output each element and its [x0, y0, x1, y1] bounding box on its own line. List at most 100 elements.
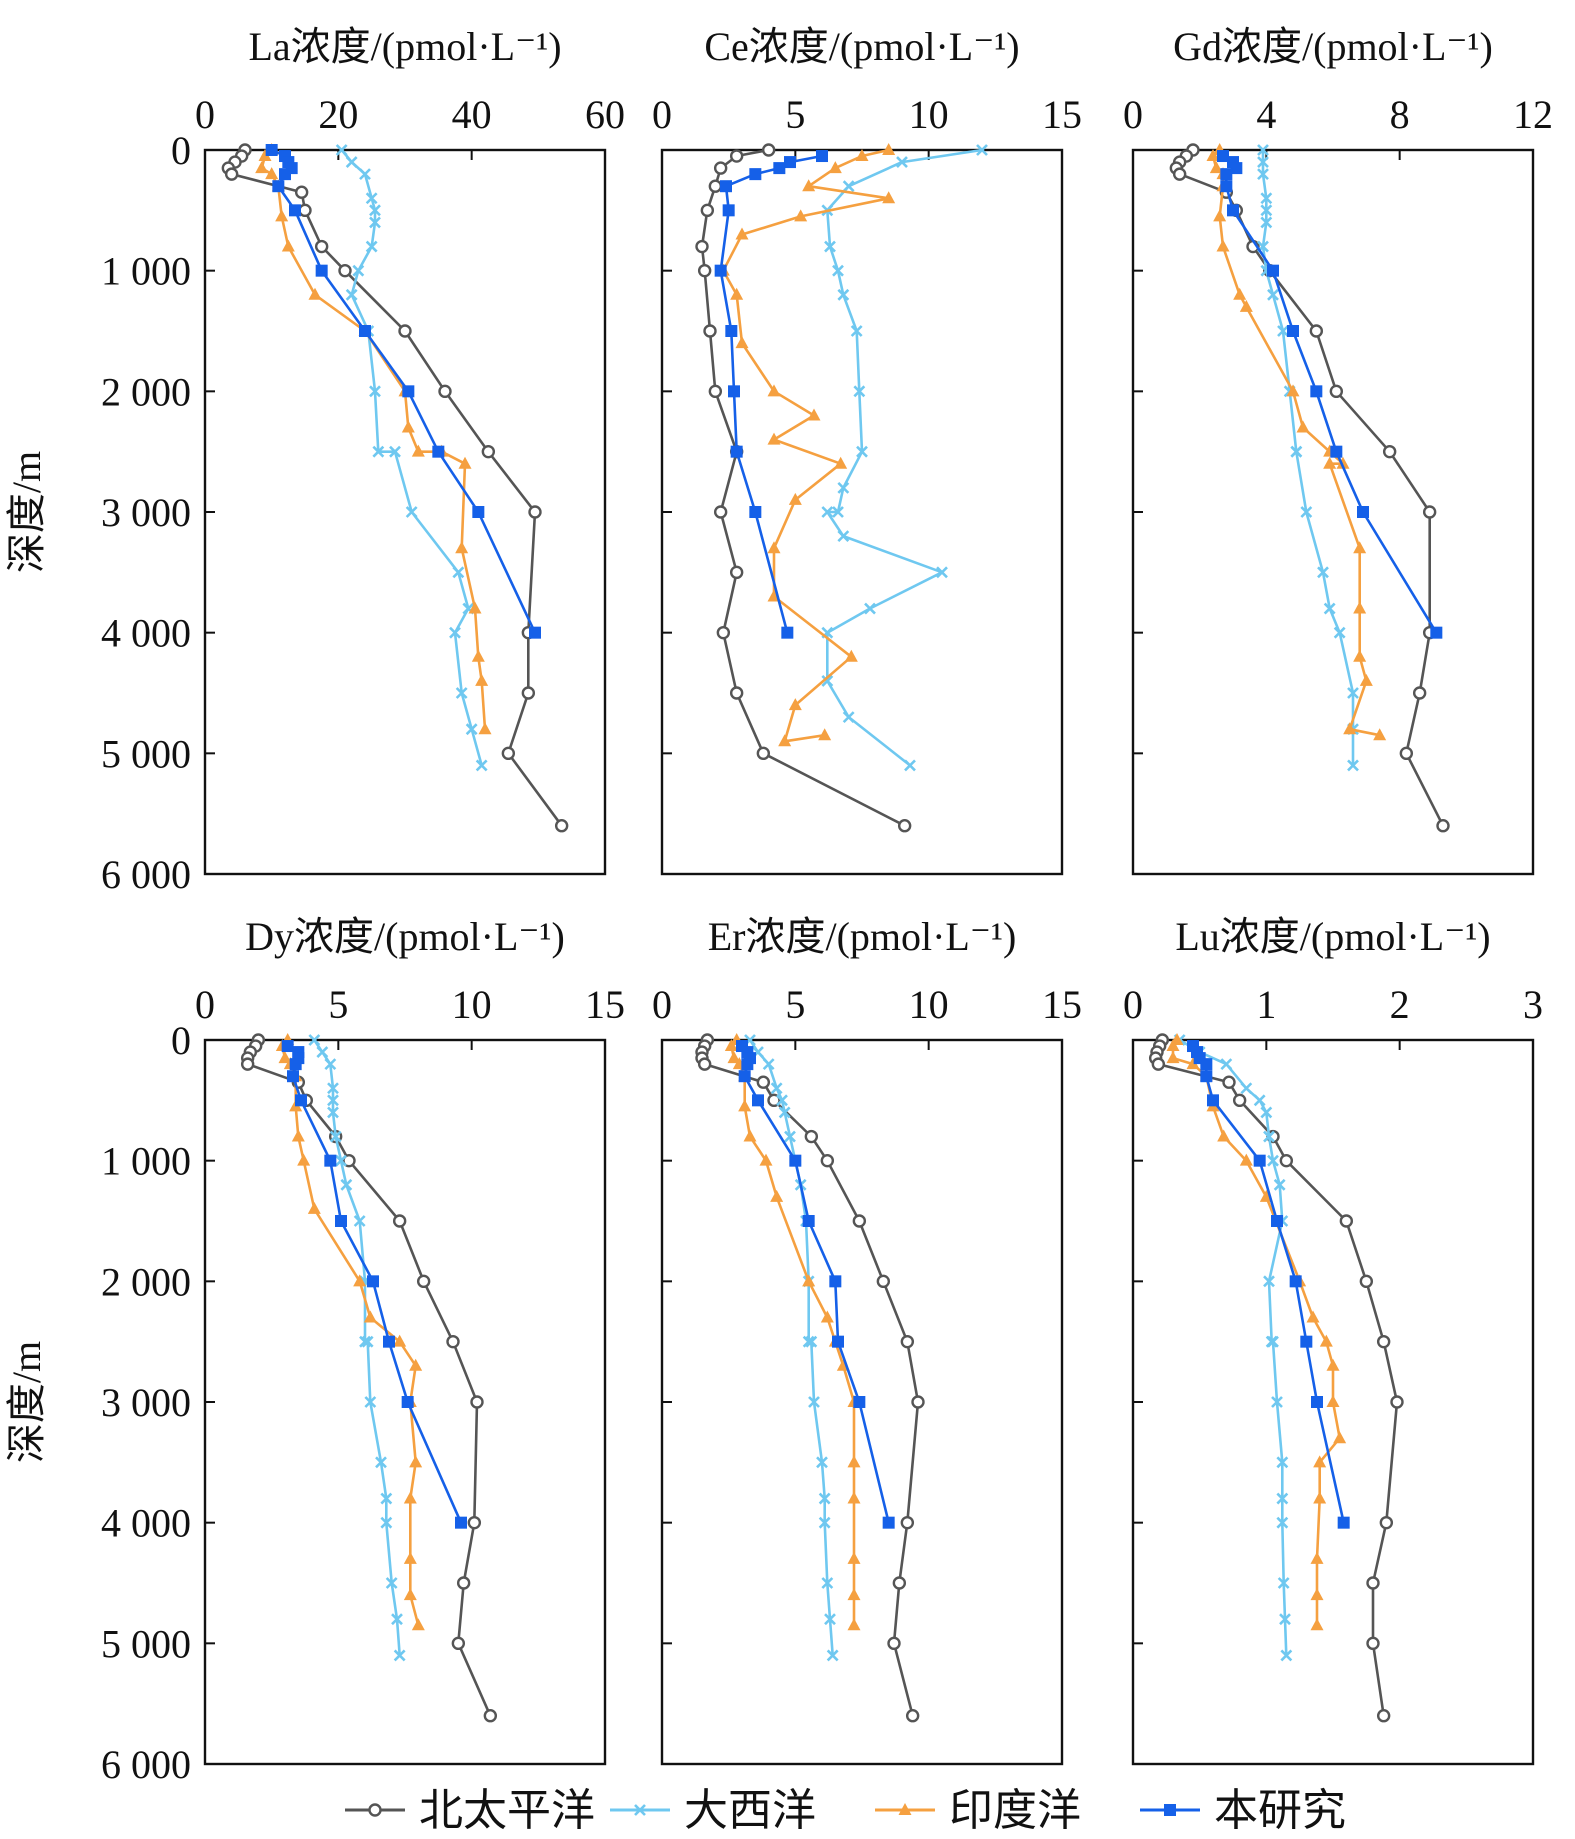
y-tick-label: 2 000	[101, 1259, 191, 1304]
series-north-pacific	[1148, 1033, 1404, 1723]
data-point-indian	[475, 673, 489, 686]
data-point-atlantic	[1347, 687, 1359, 699]
data-point-north-pacific	[716, 625, 731, 640]
x-tick-label: 2	[1390, 982, 1410, 1027]
series-indian	[716, 143, 896, 747]
data-point-atlantic	[365, 192, 378, 205]
data-point-north-pacific	[761, 143, 776, 157]
data-point-north-pacific	[467, 1515, 482, 1530]
data-point-indian	[847, 1618, 861, 1631]
data-point-this-study	[1227, 204, 1239, 217]
data-point-this-study	[1200, 1058, 1213, 1071]
data-point-this-study	[853, 1396, 866, 1408]
data-point-this-study	[315, 264, 328, 277]
data-point-indian	[1206, 149, 1220, 162]
data-point-north-pacific	[767, 1093, 781, 1108]
data-point-indian	[1310, 1588, 1324, 1601]
data-point-this-study	[1230, 162, 1243, 175]
data-point-north-pacific	[713, 161, 728, 175]
data-point-indian	[255, 161, 269, 174]
data-point-north-pacific	[695, 239, 709, 254]
data-point-indian	[802, 1274, 816, 1287]
data-point-indian	[403, 1491, 417, 1504]
data-point-north-pacific	[294, 185, 309, 199]
data-point-this-study	[1217, 150, 1229, 163]
x-tick-label: 5	[785, 92, 805, 137]
data-point-atlantic	[393, 1649, 406, 1662]
data-point-atlantic	[832, 506, 844, 518]
data-point-atlantic	[818, 1516, 831, 1529]
data-point-atlantic	[1267, 288, 1279, 301]
data-point-atlantic	[1271, 1396, 1283, 1408]
data-point-atlantic	[850, 325, 863, 337]
data-point-atlantic	[405, 506, 418, 518]
data-point-north-pacific	[392, 1214, 407, 1228]
data-point-atlantic	[1277, 325, 1289, 337]
data-point-this-study	[1310, 385, 1323, 398]
series-north-pacific	[695, 1033, 925, 1723]
data-point-atlantic	[1263, 1275, 1275, 1288]
data-point-indian	[847, 1551, 861, 1564]
data-point-atlantic	[465, 723, 478, 736]
series-line-atlantic	[313, 1039, 401, 1656]
data-point-atlantic	[824, 1613, 836, 1626]
data-point-indian	[471, 649, 485, 662]
data-point-indian	[807, 408, 821, 421]
data-point-indian	[1326, 1358, 1340, 1371]
data-point-north-pacific	[554, 819, 569, 833]
data-point-north-pacific	[1339, 1214, 1354, 1228]
data-point-indian	[767, 384, 781, 397]
data-point-this-study	[725, 325, 738, 337]
data-point-this-study	[882, 1516, 895, 1529]
plot-frame	[1131, 148, 1535, 876]
data-point-atlantic	[936, 566, 948, 579]
panel-dy: Dy浓度/(pmol·L⁻¹) 0 5 10 15 0 1 000 2 000 3 000 4 0…	[4, 914, 625, 1787]
data-point-north-pacific	[900, 1515, 915, 1530]
data-point-north-pacific	[708, 179, 723, 193]
panel-title: Lu浓度/(pmol·L⁻¹)	[1175, 914, 1490, 959]
x-tick-label: 0	[652, 982, 672, 1027]
y-tick-label: 6 000	[101, 852, 191, 897]
series-line-atlantic	[340, 149, 483, 766]
data-point-atlantic	[1323, 602, 1336, 615]
data-point-north-pacific	[729, 565, 744, 580]
data-point-indian	[1286, 384, 1300, 397]
series-north-pacific	[1169, 143, 1450, 833]
x-tick-label: 15	[585, 982, 625, 1027]
y-tick-label: 1 000	[101, 1139, 191, 1184]
data-point-atlantic	[770, 1082, 783, 1095]
data-point-atlantic	[352, 264, 365, 277]
data-point-indian	[1333, 1431, 1347, 1444]
data-point-indian	[828, 161, 842, 174]
data-point-indian	[403, 1551, 417, 1564]
x-tick-label: 10	[909, 982, 949, 1027]
data-point-atlantic	[452, 566, 465, 579]
data-point-this-study	[789, 1154, 802, 1167]
legend-marker	[634, 1804, 646, 1816]
series-this-study	[1217, 150, 1443, 639]
data-point-atlantic	[1317, 566, 1329, 579]
data-point-indian	[847, 1491, 861, 1504]
data-point-atlantic	[805, 1335, 818, 1348]
data-point-atlantic	[345, 288, 358, 301]
data-point-atlantic	[327, 1082, 339, 1095]
x-tick-label: 4	[1256, 92, 1276, 137]
x-tick-label: 0	[1123, 92, 1143, 137]
legend-label-indian: 印度洋	[949, 1786, 1081, 1835]
data-point-atlantic	[1260, 204, 1273, 217]
data-point-north-pacific	[1422, 505, 1437, 519]
data-point-indian	[1323, 456, 1337, 469]
data-point-north-pacific	[1172, 167, 1187, 181]
data-point-indian	[308, 287, 322, 300]
data-point-north-pacific	[892, 1576, 907, 1590]
data-point-north-pacific	[1376, 1334, 1391, 1349]
data-point-indian	[1166, 1051, 1180, 1064]
x-tick-label: 40	[452, 92, 492, 137]
data-point-this-study	[1330, 445, 1343, 458]
data-point-this-study	[279, 168, 291, 181]
data-point-this-study	[455, 1516, 467, 1529]
series-line-this-study	[1222, 154, 1438, 634]
series-line-north-pacific	[1175, 149, 1445, 827]
data-point-north-pacific	[1376, 1709, 1391, 1723]
data-point-indian	[409, 1455, 423, 1468]
